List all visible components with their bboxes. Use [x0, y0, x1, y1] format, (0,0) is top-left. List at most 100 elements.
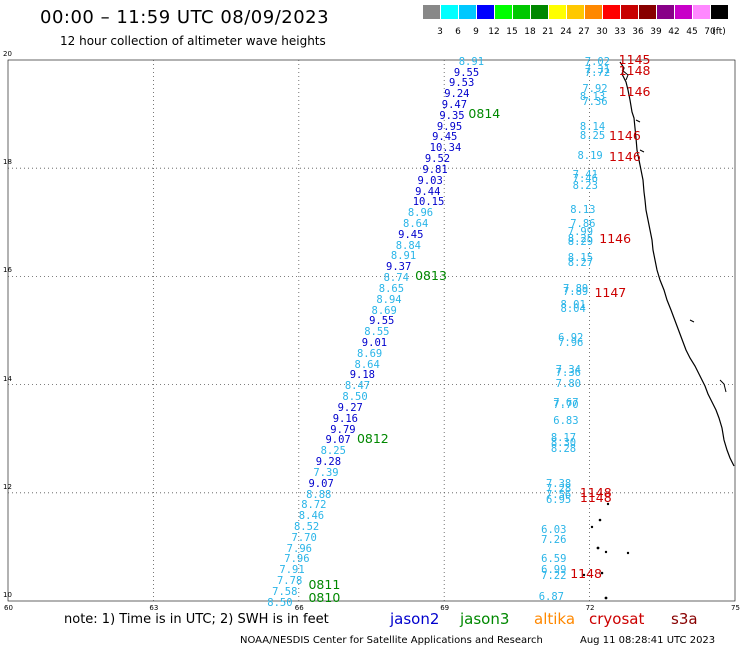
- x-tick-label: 75: [731, 604, 740, 612]
- swh-value-west: 10.34: [429, 142, 462, 155]
- map-title: 00:00 – 11:59 UTC 08/09/2023: [40, 7, 330, 28]
- scale-swatch: [693, 5, 710, 19]
- swh-value-east: 8.13: [570, 204, 596, 217]
- swh-value-east: 7.31: [584, 63, 611, 76]
- swh-value-west: 7.91: [279, 564, 305, 577]
- swh-value-west: 8.88: [306, 488, 332, 501]
- swh-value-west: 8.91: [458, 55, 485, 68]
- swh-value-west: 8.94: [376, 293, 402, 306]
- swh-value-west: 9.07: [325, 434, 351, 447]
- swh-value-west: 9.81: [422, 163, 448, 176]
- pass-time-label: 0811: [308, 576, 341, 592]
- scale-swatch: [531, 5, 548, 19]
- swh-value-east: 7.92: [582, 82, 608, 95]
- swh-value-west: 9.55: [453, 66, 480, 79]
- swh-value-east: 7.99: [567, 226, 594, 239]
- swh-value-east: 7.80: [555, 377, 581, 390]
- swh-value-west: 8.64: [403, 218, 429, 230]
- swh-value-east: 6.59: [541, 553, 567, 566]
- swh-value-west: 9.53: [449, 77, 475, 90]
- swh-value-east: 8.01: [560, 299, 586, 312]
- swh-value-west: 9.79: [330, 423, 356, 436]
- generated-timestamp: Aug 11 08:28:41 UTC 2023: [580, 635, 716, 646]
- swh-value-west: 8.91: [390, 250, 417, 263]
- swh-value-east: 7.67: [553, 396, 579, 409]
- x-tick-label: 63: [149, 604, 159, 612]
- legend-s3a: s3a: [671, 610, 698, 628]
- swh-value-east: 7.89: [562, 285, 589, 298]
- y-tick-label: 18: [3, 158, 12, 167]
- map-subtitle: 12 hour collection of altimeter wave hei…: [60, 34, 326, 48]
- swh-value-west: 8.84: [395, 239, 422, 252]
- swh-value-west: 7.58: [272, 585, 298, 598]
- swh-value-east: 7.41: [572, 169, 598, 182]
- swh-value-east: 8.13: [579, 90, 606, 103]
- scale-swatch: [549, 5, 566, 19]
- swh-value-west: 9.45: [432, 131, 458, 144]
- swh-value-west: 9.55: [369, 315, 395, 328]
- scale-swatch: [441, 5, 458, 19]
- pass-time-label: 1147: [594, 284, 627, 300]
- swh-value-west: 8.96: [407, 207, 434, 220]
- swh-value-east: 6.92: [558, 331, 584, 344]
- swh-value-east: 6.87: [538, 591, 564, 604]
- swh-value-west: 9.37: [386, 261, 412, 274]
- swh-value-east: 8.14: [579, 120, 606, 133]
- swh-value-east: 8.30: [550, 437, 577, 450]
- swh-value-east: 7.56: [545, 488, 572, 501]
- swh-value-east: 7.70: [553, 399, 579, 412]
- pass-time-label: 1148: [618, 62, 651, 78]
- swh-value-east: 7.36: [582, 96, 608, 109]
- scale-label: 30: [596, 27, 608, 37]
- scale-label: 9: [473, 27, 479, 37]
- scale-swatch: [621, 5, 638, 19]
- scale-label: 45: [686, 27, 698, 37]
- swh-value-east: 8.25: [567, 232, 594, 245]
- scale-swatch: [675, 5, 692, 19]
- scale-swatch: [585, 5, 602, 19]
- swh-value-east: 6.99: [541, 564, 567, 577]
- swh-value-east: 7.46: [572, 173, 598, 186]
- swh-value-west: 7.96: [286, 542, 312, 555]
- scale-label: 18: [524, 27, 536, 37]
- swh-value-east: 7.86: [570, 218, 596, 230]
- legend-altika: altika: [534, 610, 576, 628]
- swh-value-east: 7.02: [584, 55, 611, 68]
- swh-value-east: 6.95: [545, 493, 572, 506]
- swh-value-west: 8.69: [356, 347, 383, 360]
- swh-value-east: 8.29: [567, 235, 594, 248]
- swh-value-east: 7.26: [541, 534, 567, 547]
- swh-value-west: 8.50: [267, 596, 293, 609]
- swh-value-west: 10.15: [412, 196, 445, 209]
- swh-value-west: 9.45: [398, 228, 424, 241]
- scale-swatch: [477, 5, 494, 19]
- swh-value-east: 8.27: [567, 257, 594, 270]
- swh-value-west: 8.52: [293, 520, 320, 533]
- y-tick-label: 16: [3, 266, 12, 275]
- scale-label: 15: [506, 27, 518, 37]
- swh-value-west: 9.24: [444, 88, 470, 101]
- scale-label: 24: [560, 27, 572, 37]
- swh-value-east: 8.25: [579, 129, 606, 142]
- scale-label: (ft): [712, 27, 726, 37]
- pass-time-label: 1146: [608, 149, 641, 165]
- scale-swatch: [657, 5, 674, 19]
- swh-value-west: 9.95: [436, 120, 463, 133]
- swh-value-east: 6.03: [541, 523, 567, 536]
- pass-time-label: 1145: [618, 52, 651, 67]
- swh-value-east: 7.72: [584, 66, 611, 79]
- swh-value-east: 7.36: [555, 366, 581, 379]
- y-tick-label: 14: [3, 374, 12, 383]
- scale-swatch: [639, 5, 656, 19]
- swh-value-west: 9.01: [361, 337, 388, 350]
- swh-value-east: 7.34: [555, 364, 581, 377]
- swh-value-west: 8.74: [383, 272, 409, 285]
- swh-value-east: 8.15: [567, 252, 594, 265]
- scale-label: 3: [437, 27, 443, 37]
- x-tick-label: 72: [585, 604, 595, 612]
- scale-label: 12: [488, 27, 500, 37]
- swh-value-west: 8.47: [344, 380, 371, 393]
- scale-label: 6: [455, 27, 461, 37]
- swh-value-west: 8.69: [371, 304, 397, 317]
